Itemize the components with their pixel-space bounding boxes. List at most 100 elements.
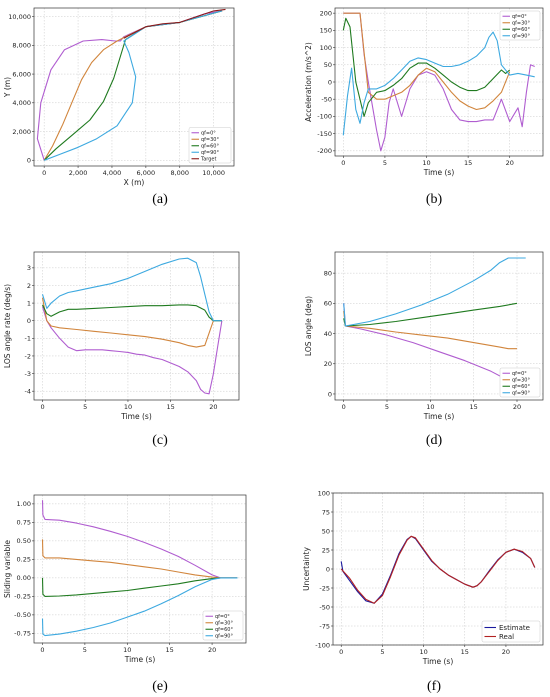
y-tick-label: 2,000 (12, 128, 31, 136)
y-tick-label: -50 (321, 96, 332, 104)
x-tick-label: 20 (513, 403, 521, 411)
y-tick-label: 150 (320, 27, 332, 35)
plot-frame (33, 251, 240, 401)
x-tick-label: 20 (208, 646, 216, 654)
legend-label: qf=0° (215, 614, 230, 620)
x-tick-label: 5 (83, 403, 87, 411)
y-tick-label: -0.50 (14, 611, 31, 619)
legend-label: Target (200, 156, 217, 162)
legend: qf=0°qf=30°qf=60°qf=90°Target (188, 127, 232, 164)
x-tick-label: 0 (40, 403, 44, 411)
series-line-d-2 (343, 302, 518, 327)
y-tick-label: -200 (317, 147, 332, 155)
legend-label: qf=30° (201, 137, 219, 143)
chart-e: 0 5 10 15 20 -0.75 -0.50 -0.25 0.00 0.25 0.50 0.75 1… (3, 494, 247, 694)
x-tick-label: 10 (124, 403, 132, 411)
legend-box (499, 367, 541, 398)
series-line-c-3 (41, 257, 222, 322)
x-tick-label: 15 (167, 403, 175, 411)
legend-label: qf=60° (215, 627, 233, 633)
y-tick-label: 0.50 (17, 537, 31, 545)
y-tick-label: 200 (320, 9, 332, 17)
x-axis-label: X (m) (124, 178, 145, 187)
series-line-c-1 (41, 297, 222, 348)
series-line-e-3 (41, 577, 238, 637)
chart-b: 0 5 10 15 20 -200 -150 -100 -50 0 50 100 150 200 Time … (304, 7, 544, 207)
y-tick-label: -50 (319, 603, 330, 611)
chart-a: 0 2,000 4,000 6,000 8,000 10,000 0 2,000 4,000 6,… (3, 7, 235, 207)
legend-box (188, 127, 232, 164)
panel-caption: (c) (152, 433, 168, 448)
x-tick-label: 10 (422, 159, 430, 167)
x-tick-label: 10,000 (202, 169, 225, 177)
legend-label: qf=0° (512, 14, 527, 20)
y-tick-label: 75 (322, 508, 330, 516)
y-tick-label: 0 (27, 317, 31, 325)
legend-label: Real (499, 633, 514, 641)
y-axis-label: Sliding variable (3, 540, 12, 598)
x-tick-label: 20 (502, 648, 510, 656)
y-axis-label: Uncertainty (302, 547, 311, 591)
x-tick-label: 0 (42, 169, 46, 177)
plot-frame (33, 7, 235, 167)
x-axis-label: Time (s) (422, 657, 454, 666)
y-tick-label: -0.75 (14, 630, 31, 638)
y-tick-label: 100 (318, 489, 330, 497)
x-tick-label: 15 (461, 648, 469, 656)
y-tick-label: -100 (315, 641, 330, 649)
y-tick-label: -100 (317, 113, 332, 121)
series-line-e-0 (41, 500, 238, 579)
y-tick-label: 4,000 (12, 99, 31, 107)
legend-label: qf=90° (215, 633, 233, 639)
legend-label: qf=30° (512, 20, 530, 26)
x-tick-label: 10 (419, 648, 427, 656)
x-tick-label: 5 (385, 403, 389, 411)
legend: qf=0°qf=30°qf=60°qf=90° (499, 10, 541, 41)
series-line-d-0 (343, 303, 518, 387)
y-tick-label: -75 (319, 622, 330, 630)
panel-caption: (f) (427, 679, 441, 694)
series-line-b-1 (343, 12, 511, 111)
x-tick-label: 6,000 (137, 169, 156, 177)
x-tick-label: 20 (209, 403, 217, 411)
y-tick-label: -3 (25, 370, 31, 378)
plot-frame (334, 251, 544, 401)
y-tick-label: 0.25 (17, 556, 31, 564)
x-tick-label: 15 (166, 646, 174, 654)
legend: qf=0°qf=30°qf=60°qf=90° (499, 367, 541, 398)
y-tick-label: 20 (324, 360, 332, 368)
y-tick-label: 3 (27, 264, 31, 272)
series-line-e-1 (41, 539, 238, 579)
y-tick-label: 10,000 (8, 13, 31, 21)
x-axis-label: Time (s) (124, 655, 156, 664)
x-tick-label: 5 (83, 646, 87, 654)
y-tick-label: -4 (25, 387, 31, 395)
y-tick-label: 2 (27, 282, 31, 290)
series-line-f-1 (340, 535, 536, 604)
series-line-c-2 (42, 304, 222, 322)
y-tick-label: 1.00 (17, 500, 31, 508)
y-tick-label: -0.25 (14, 593, 31, 601)
series-line-c-0 (41, 306, 223, 395)
legend-label: qf=60° (201, 143, 219, 149)
x-tick-label: 0 (341, 159, 345, 167)
legend-label: qf=0° (512, 371, 527, 377)
legend-label: qf=90° (512, 390, 530, 396)
x-axis-label: Time (s) (423, 168, 455, 177)
panel-caption: (d) (426, 433, 443, 448)
legend-box (481, 620, 541, 643)
legend-label: qf=60° (512, 27, 530, 33)
y-tick-label: 0 (326, 565, 330, 573)
series-line-e-2 (41, 577, 238, 597)
x-tick-label: 15 (464, 159, 472, 167)
y-tick-label: 50 (322, 527, 330, 535)
x-tick-label: 15 (470, 403, 478, 411)
panel-caption: (b) (426, 192, 443, 207)
y-tick-label: 1 (27, 299, 31, 307)
legend-label: qf=30° (215, 620, 233, 626)
legend-label: Estimate (499, 624, 530, 632)
y-tick-label: -2 (25, 352, 31, 360)
chart-c: 0 5 10 15 20 -4 -3 -2 -1 0 1 2 3 Time (s) LOS angle ra… (3, 251, 240, 448)
legend-label: qf=90° (512, 33, 530, 39)
